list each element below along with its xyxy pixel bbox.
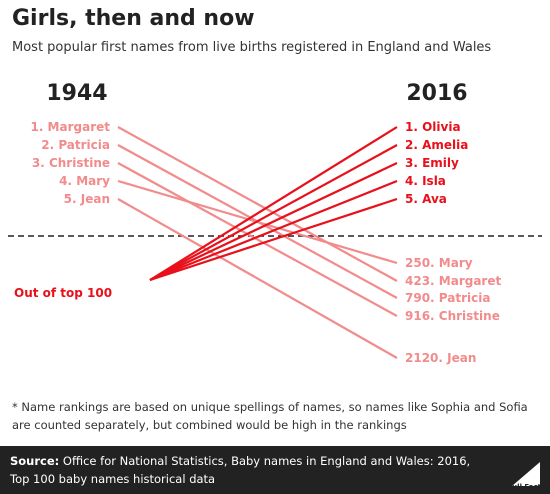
year-2016-label: 2016: [406, 81, 467, 106]
source-label: Source:: [10, 454, 60, 468]
label-2016-emily: 3. Emily: [405, 156, 459, 170]
out-of-top-100-label: Out of top 100: [14, 286, 112, 300]
full-fact-logo-icon: Full Fact: [508, 462, 542, 490]
page-title: Girls, then and now: [12, 6, 255, 31]
source-bar: Source: Office for National Statistics, …: [0, 446, 550, 494]
label-1944-jean: 5. Jean: [64, 192, 110, 206]
page-subtitle: Most popular first names from live birth…: [12, 40, 492, 55]
year-1944-label: 1944: [46, 81, 107, 106]
label-2016-rank-2: 790. Patricia: [405, 291, 490, 305]
source-body: Office for National Statistics, Baby nam…: [10, 454, 471, 486]
label-2016-amelia: 2. Amelia: [405, 138, 468, 152]
label-1944-margaret: 1. Margaret: [30, 120, 110, 134]
source-text: Source: Office for National Statistics, …: [10, 452, 490, 488]
logo-text: Full Fact: [508, 483, 542, 490]
label-1944-mary: 4. Mary: [59, 174, 110, 188]
label-2016-rank-1: 423. Margaret: [405, 274, 501, 288]
line-olivia-new-entry: [149, 126, 398, 281]
line-ava-new-entry: [149, 197, 398, 282]
label-2016-rank-4: 2120. Jean: [405, 351, 476, 365]
label-2016-olivia: 1. Olivia: [405, 120, 461, 134]
line-jean-1944-2016: [117, 198, 398, 359]
line-margaret-1944-2016: [117, 126, 398, 282]
slope-chart: 1944 2016 1. Margaret 2. Patricia 3. Christi…: [8, 81, 542, 365]
line-emily-new-entry: [149, 162, 398, 281]
footnote: * Name rankings are based on unique spel…: [12, 400, 528, 432]
label-1944-christine: 3. Christine: [32, 156, 110, 170]
label-2016-ava: 5. Ava: [405, 192, 447, 206]
label-2016-rank-0: 250. Mary: [405, 256, 473, 270]
label-2016-rank-3: 916. Christine: [405, 309, 500, 323]
label-1944-patricia: 2. Patricia: [41, 138, 110, 152]
line-christine-1944-2016: [117, 162, 398, 317]
label-2016-isla: 4. Isla: [405, 174, 446, 188]
line-amelia-new-entry: [149, 144, 398, 281]
line-isla-new-entry: [149, 179, 398, 282]
